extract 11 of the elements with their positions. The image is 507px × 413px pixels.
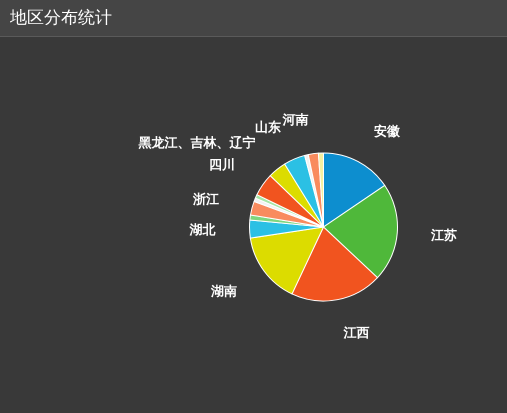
slice-label: 浙江 [192, 192, 220, 208]
slice-label: 黑龙江、吉林、辽宁 [138, 134, 256, 151]
chart-title: 地区分布统计 [0, 0, 507, 37]
slice-label: 安徽 [374, 124, 402, 140]
slice-label: 江西 [342, 326, 370, 342]
slice-label: 山东 [254, 120, 281, 136]
slice-label: 湖北 [188, 223, 217, 238]
slice-label: 江苏 [430, 228, 458, 244]
slice-label: 湖南 [210, 284, 237, 300]
slice-label: 四川 [208, 158, 235, 174]
slice-label: 河南 [282, 113, 309, 128]
